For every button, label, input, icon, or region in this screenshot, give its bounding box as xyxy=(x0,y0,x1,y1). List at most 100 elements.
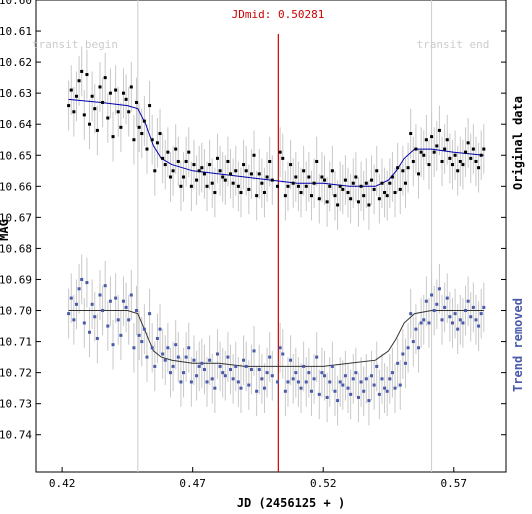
original-data-point xyxy=(325,200,329,204)
original-data-point xyxy=(401,169,405,173)
trend-removed-point xyxy=(377,392,381,396)
trend-removed-point xyxy=(252,349,256,353)
original-data-point xyxy=(419,150,423,154)
trend-removed-point xyxy=(367,399,371,403)
trend-removed-point xyxy=(456,327,460,331)
trend-removed-point xyxy=(255,389,259,393)
original-data-point xyxy=(114,88,118,92)
original-data-point xyxy=(390,175,394,179)
original-data-point xyxy=(135,100,139,104)
original-data-point xyxy=(163,163,167,167)
trend-removed-point xyxy=(343,374,347,378)
trend-removed-point xyxy=(409,312,413,316)
plot-frame xyxy=(35,0,507,473)
original-data-point xyxy=(85,73,89,77)
original-data-point xyxy=(328,184,332,188)
original-data-point xyxy=(205,184,209,188)
original-data-point xyxy=(153,169,157,173)
trend-removed-point xyxy=(448,315,452,319)
original-data-point xyxy=(359,184,363,188)
original-data-point xyxy=(283,194,287,198)
trend-removed-point xyxy=(244,364,248,368)
original-data-point xyxy=(302,169,306,173)
trend-removed-point xyxy=(411,340,415,344)
trend-removed-point xyxy=(119,333,123,337)
original-data-point xyxy=(362,194,366,198)
trend-removed-point xyxy=(182,371,186,375)
trend-removed-point xyxy=(291,377,295,381)
transit-end-label: transit end xyxy=(417,38,490,51)
original-data-point xyxy=(372,187,376,191)
trend-removed-point xyxy=(294,371,298,375)
original-data-point xyxy=(77,79,81,83)
trend-removed-point xyxy=(174,343,178,347)
trend-removed-point xyxy=(153,364,157,368)
trend-removed-point xyxy=(77,287,81,291)
trend-removed-point xyxy=(90,302,94,306)
trend-removed-point xyxy=(424,299,428,303)
original-data-point xyxy=(80,69,84,73)
original-data-point xyxy=(239,191,243,195)
trend-removed-point xyxy=(135,309,139,313)
trend-removed-point xyxy=(466,299,470,303)
original-data-point xyxy=(443,147,447,151)
original-data-point xyxy=(142,119,146,123)
original-data-point xyxy=(336,203,340,207)
original-data-point xyxy=(106,116,110,120)
original-data-point xyxy=(90,94,94,98)
trend-removed-point xyxy=(464,309,468,313)
trend-removed-point xyxy=(302,364,306,368)
trend-removed-point xyxy=(307,371,311,375)
original-data-point xyxy=(364,181,368,185)
trend-removed-point xyxy=(205,380,209,384)
transit-begin-label: transit begin xyxy=(32,38,118,51)
original-data-point xyxy=(315,159,319,163)
original-data-point xyxy=(409,132,413,136)
trend-removed-point xyxy=(396,361,400,365)
original-data-point xyxy=(450,163,454,167)
trend-removed-point xyxy=(354,371,358,375)
trend-removed-point xyxy=(132,346,136,350)
original-data-point xyxy=(309,194,313,198)
original-data-point xyxy=(176,159,180,163)
original-data-point xyxy=(262,191,266,195)
trend-removed-point xyxy=(393,386,397,390)
trend-removed-point xyxy=(276,380,280,384)
original-data-point xyxy=(417,172,421,176)
original-data-point xyxy=(403,181,407,185)
original-data-point xyxy=(435,144,439,148)
original-data-point xyxy=(430,135,434,139)
original-data-point xyxy=(129,85,133,89)
original-data-point xyxy=(437,128,441,132)
trend-removed-point xyxy=(155,336,159,340)
original-data-point xyxy=(471,147,475,151)
original-data-point xyxy=(74,94,78,98)
original-data-point xyxy=(260,181,264,185)
trend-removed-point xyxy=(247,383,251,387)
original-data-point xyxy=(370,178,374,182)
trend-removed-point xyxy=(296,380,300,384)
original-data-point xyxy=(255,194,259,198)
trend-removed-point xyxy=(231,377,235,381)
original-data-point xyxy=(265,175,269,179)
trend-removed-point xyxy=(289,358,293,362)
original-data-point xyxy=(307,175,311,179)
original-data-point xyxy=(148,104,152,108)
trend-removed-label: Trend removed xyxy=(511,298,525,392)
trend-removed-point xyxy=(398,383,402,387)
trend-removed-point xyxy=(150,346,154,350)
trend-removed-point xyxy=(148,312,152,316)
original-data-point xyxy=(469,156,473,160)
reference-lines xyxy=(137,0,433,472)
trend-removed-point xyxy=(249,368,253,372)
original-data-point xyxy=(223,178,227,182)
original-data-point xyxy=(213,191,217,195)
trend-removed-point xyxy=(229,368,233,372)
trend-removed-point xyxy=(401,352,405,356)
y-tick-label: 10.69 xyxy=(0,273,32,286)
original-data-point xyxy=(195,178,199,182)
original-data-point xyxy=(69,88,73,92)
trend-removed-point xyxy=(239,386,243,390)
trend-removed-point xyxy=(362,389,366,393)
trend-removed-point xyxy=(184,355,188,359)
